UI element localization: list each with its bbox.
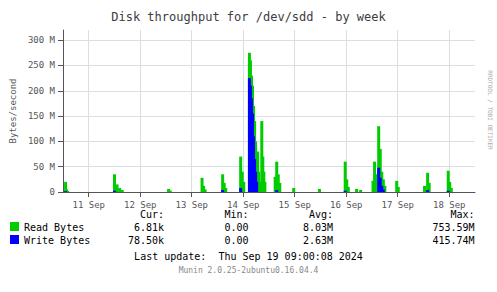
svg-text:Min:: Min: xyxy=(224,209,248,220)
svg-text:300 M: 300 M xyxy=(28,35,56,45)
svg-text:100 M: 100 M xyxy=(28,136,56,146)
svg-text:0.00: 0.00 xyxy=(224,222,248,233)
svg-text:16 Sep: 16 Sep xyxy=(330,200,363,210)
svg-text:18 Sep: 18 Sep xyxy=(433,200,466,210)
svg-text:0.00: 0.00 xyxy=(224,235,248,246)
svg-text:12 Sep: 12 Sep xyxy=(124,200,157,210)
svg-text:6.81k: 6.81k xyxy=(134,222,164,233)
svg-text:15 Sep: 15 Sep xyxy=(278,200,311,210)
svg-text:250 M: 250 M xyxy=(28,60,56,70)
svg-text:Avg:: Avg: xyxy=(309,209,333,220)
svg-text:13 Sep: 13 Sep xyxy=(175,200,208,210)
svg-text:8.03M: 8.03M xyxy=(303,222,333,233)
svg-text:17 Sep: 17 Sep xyxy=(381,200,414,210)
svg-text:Munin 2.0.25-2ubuntu0.16.04.4: Munin 2.0.25-2ubuntu0.16.04.4 xyxy=(179,266,319,275)
svg-text:78.50k: 78.50k xyxy=(128,235,164,246)
svg-text:Write Bytes: Write Bytes xyxy=(24,235,90,246)
svg-text:Cur:: Cur: xyxy=(140,209,164,220)
svg-text:50 M: 50 M xyxy=(33,162,55,172)
svg-text:415.74M: 415.74M xyxy=(432,235,474,246)
svg-text:0: 0 xyxy=(50,187,55,197)
svg-text:2.63M: 2.63M xyxy=(303,235,333,246)
svg-text:150 M: 150 M xyxy=(28,111,56,121)
svg-text:200 M: 200 M xyxy=(28,86,56,96)
svg-text:Read Bytes: Read Bytes xyxy=(24,222,84,233)
svg-text:Disk throughput for /dev/sdd -: Disk throughput for /dev/sdd - by week xyxy=(111,10,386,24)
svg-text:11 Sep: 11 Sep xyxy=(72,200,105,210)
svg-text:Bytes/second: Bytes/second xyxy=(8,78,18,143)
svg-text:Max:: Max: xyxy=(451,209,475,220)
svg-text:Last update: Thu Sep 19 09:00: Last update: Thu Sep 19 09:00:08 2024 xyxy=(134,251,363,262)
svg-text:RRDTOOL / TOBI OETIKER: RRDTOOL / TOBI OETIKER xyxy=(487,70,494,150)
svg-text:14 Sep: 14 Sep xyxy=(227,200,260,210)
svg-text:753.59M: 753.59M xyxy=(432,222,474,233)
